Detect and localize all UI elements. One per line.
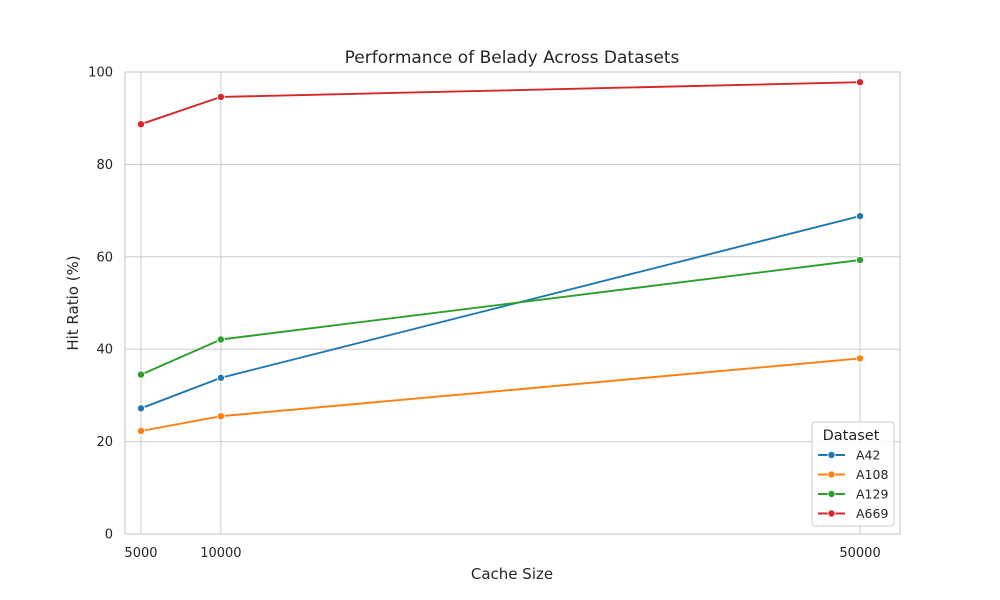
legend-marker bbox=[827, 450, 836, 459]
plot-frame bbox=[124, 71, 901, 535]
x-tick-labels: 5000 10000 50000 bbox=[124, 546, 880, 561]
y-tick-labels: 0 20 40 60 80 100 bbox=[88, 66, 113, 543]
legend-item-a669: A669 bbox=[818, 506, 888, 521]
data-point bbox=[216, 335, 225, 344]
data-point bbox=[856, 78, 865, 87]
legend-box bbox=[811, 421, 895, 527]
legend-item-a42: A42 bbox=[818, 448, 880, 463]
data-point bbox=[136, 404, 145, 413]
x-axis-label: Cache Size bbox=[471, 565, 553, 583]
data-point bbox=[216, 92, 225, 101]
data-point bbox=[136, 426, 145, 435]
legend-label: A129 bbox=[856, 487, 888, 502]
chart-title: Performance of Belady Across Datasets bbox=[345, 48, 680, 68]
x-tick-label: 10000 bbox=[200, 546, 241, 561]
legend-items: A42 A108 A129 A669 bbox=[818, 448, 888, 521]
data-point bbox=[856, 256, 865, 265]
y-tick-label: 100 bbox=[88, 66, 113, 81]
data-point bbox=[136, 120, 145, 129]
series bbox=[136, 78, 865, 435]
series-a129 bbox=[136, 256, 865, 379]
y-axis-label: Hit Ratio (%) bbox=[64, 255, 82, 350]
legend-marker bbox=[827, 509, 836, 518]
legend-marker bbox=[827, 489, 836, 498]
y-tick-label: 60 bbox=[96, 250, 113, 265]
legend-marker bbox=[827, 470, 836, 479]
legend-label: A669 bbox=[856, 506, 888, 521]
series-a108 bbox=[136, 354, 865, 435]
y-tick-label: 0 bbox=[105, 528, 113, 543]
data-point bbox=[856, 212, 865, 221]
y-tick-label: 40 bbox=[96, 343, 113, 358]
legend: Dataset A42 A108 A129 A669 bbox=[811, 421, 895, 527]
legend-label: A42 bbox=[856, 448, 880, 463]
data-point bbox=[136, 370, 145, 379]
legend-item-a129: A129 bbox=[818, 487, 888, 502]
legend-title: Dataset bbox=[823, 428, 880, 444]
x-tick-label: 5000 bbox=[124, 546, 157, 561]
data-point bbox=[856, 354, 865, 363]
y-tick-label: 80 bbox=[96, 158, 113, 173]
x-tick-label: 50000 bbox=[839, 546, 880, 561]
data-point bbox=[216, 412, 225, 421]
data-point bbox=[216, 373, 225, 382]
series-a669 bbox=[136, 78, 865, 129]
series-a42 bbox=[136, 212, 865, 413]
y-tick-label: 20 bbox=[96, 435, 113, 450]
legend-label: A108 bbox=[856, 467, 888, 482]
legend-item-a108: A108 bbox=[818, 467, 888, 482]
